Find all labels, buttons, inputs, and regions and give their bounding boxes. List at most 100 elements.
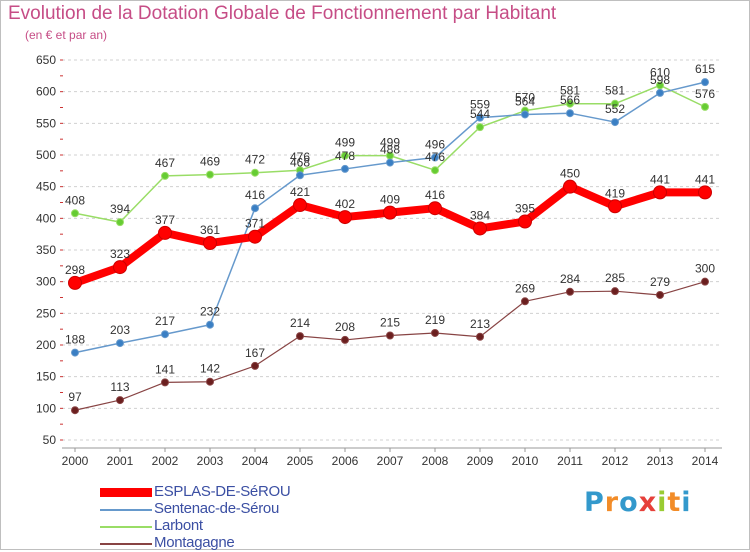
data-point xyxy=(656,88,664,97)
y-tick-label: 250 xyxy=(36,306,56,320)
data-label: 409 xyxy=(380,193,400,207)
x-tick-label: 2008 xyxy=(422,454,449,468)
data-point xyxy=(431,166,439,175)
legend-swatch xyxy=(100,509,152,511)
logo-letter: t xyxy=(667,487,682,518)
data-label: 377 xyxy=(155,213,175,227)
data-label: 142 xyxy=(200,362,220,376)
data-point xyxy=(251,361,259,370)
x-tick-label: 2011 xyxy=(557,454,583,468)
series-line-3 xyxy=(74,281,706,411)
data-label: 232 xyxy=(200,305,220,319)
data-point xyxy=(71,348,79,357)
data-point xyxy=(341,151,349,160)
data-label: 269 xyxy=(515,281,535,295)
data-point xyxy=(698,185,712,200)
x-tick-label: 2001 xyxy=(107,454,134,468)
data-point xyxy=(113,260,127,275)
data-label: 476 xyxy=(290,150,310,164)
data-point xyxy=(161,330,169,339)
data-label: 469 xyxy=(200,155,220,169)
data-point xyxy=(431,328,439,337)
data-label: 279 xyxy=(650,275,670,289)
data-label: 615 xyxy=(695,62,715,76)
data-point xyxy=(293,198,307,213)
x-tick-label: 2013 xyxy=(647,454,674,468)
data-point xyxy=(296,332,304,341)
data-label: 559 xyxy=(470,98,490,112)
x-tick-label: 2003 xyxy=(197,454,224,468)
data-label: 441 xyxy=(650,172,670,186)
x-tick-label: 2006 xyxy=(332,454,359,468)
data-point xyxy=(206,170,214,179)
data-point xyxy=(71,406,79,415)
data-label: 468 xyxy=(290,155,310,169)
data-point xyxy=(518,214,532,229)
data-label: 361 xyxy=(200,223,220,237)
data-label: 496 xyxy=(425,138,445,152)
data-label: 581 xyxy=(560,84,580,98)
legend-swatch xyxy=(100,488,152,497)
data-point xyxy=(566,287,574,296)
data-point xyxy=(521,110,529,119)
data-label: 217 xyxy=(155,314,175,328)
data-label: 214 xyxy=(290,316,310,330)
data-point xyxy=(116,218,124,227)
data-point xyxy=(476,332,484,341)
y-tick-label: 350 xyxy=(36,243,56,257)
y-tick-label: 650 xyxy=(36,53,56,67)
data-point xyxy=(248,229,262,244)
logo-letter: i xyxy=(657,487,668,518)
data-label: 566 xyxy=(560,93,580,107)
data-point xyxy=(116,339,124,348)
y-tick-label: 600 xyxy=(36,85,56,99)
data-point xyxy=(161,171,169,180)
data-point xyxy=(701,277,709,286)
data-point xyxy=(383,205,397,220)
data-label: 421 xyxy=(290,185,310,199)
data-point xyxy=(656,81,664,90)
y-tick-label: 100 xyxy=(36,401,56,415)
data-label: 167 xyxy=(245,346,265,360)
data-label: 441 xyxy=(695,172,715,186)
data-point xyxy=(428,201,442,216)
data-label: 298 xyxy=(65,263,85,277)
data-label: 188 xyxy=(65,333,85,347)
data-label: 323 xyxy=(110,247,130,261)
data-label: 394 xyxy=(110,202,130,216)
data-point xyxy=(521,297,529,306)
data-label: 215 xyxy=(380,316,400,330)
data-label: 488 xyxy=(380,143,400,157)
legend-label: Montagagne xyxy=(154,534,235,551)
y-tick-label: 300 xyxy=(36,275,56,289)
data-label: 300 xyxy=(695,262,715,276)
data-label: 499 xyxy=(335,136,355,150)
data-point xyxy=(431,153,439,162)
data-point xyxy=(386,158,394,167)
y-tick-label: 150 xyxy=(36,370,56,384)
data-point xyxy=(566,99,574,108)
legend-label: Larbont xyxy=(154,517,203,534)
data-label: 203 xyxy=(110,323,130,337)
data-point xyxy=(296,171,304,180)
data-point xyxy=(656,290,664,299)
x-tick-label: 2007 xyxy=(377,454,404,468)
data-point xyxy=(701,78,709,87)
data-label: 384 xyxy=(470,208,490,222)
data-label: 581 xyxy=(605,84,625,98)
data-point xyxy=(476,123,484,132)
data-point xyxy=(341,335,349,344)
data-label: 544 xyxy=(470,107,490,121)
data-label: 208 xyxy=(335,320,355,334)
data-point xyxy=(341,164,349,173)
data-label: 450 xyxy=(560,167,580,181)
data-label: 141 xyxy=(155,362,175,376)
data-label: 576 xyxy=(695,87,715,101)
y-tick-label: 550 xyxy=(36,116,56,130)
logo-letter: o xyxy=(619,487,639,518)
data-label: 97 xyxy=(68,390,82,404)
data-label: 476 xyxy=(425,150,445,164)
data-label: 419 xyxy=(605,186,625,200)
data-label: 570 xyxy=(515,91,535,105)
